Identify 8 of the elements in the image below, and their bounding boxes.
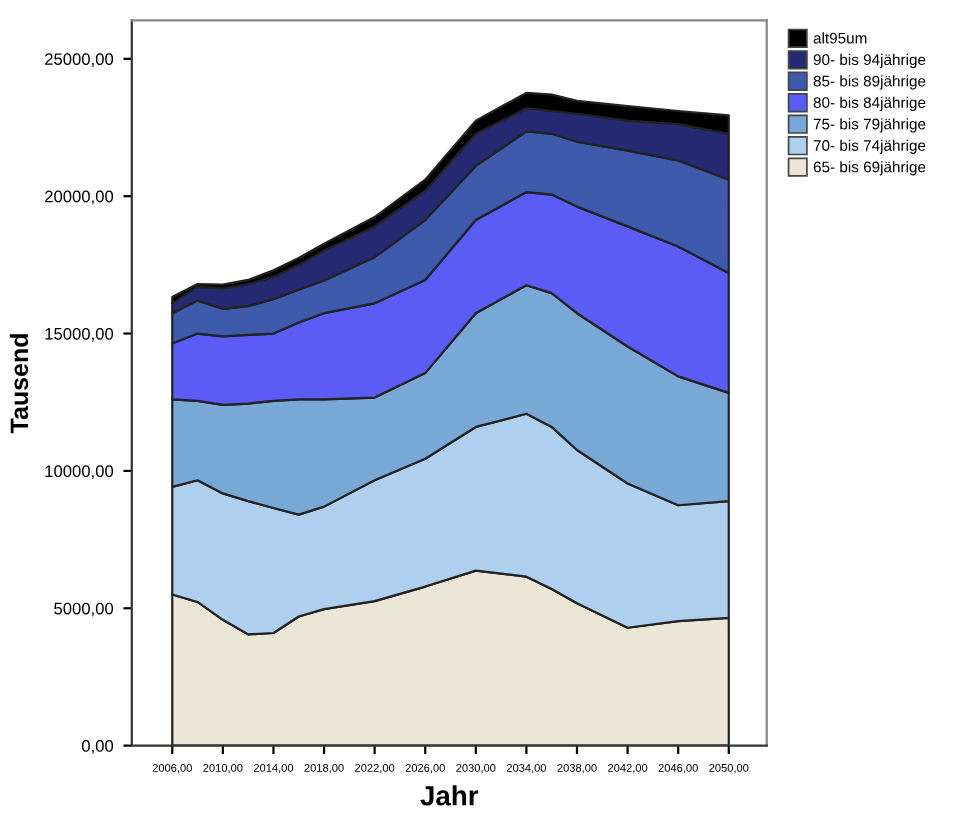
y-tick-label: 10000,00 — [45, 465, 114, 480]
y-tick-label: 0,00 — [81, 740, 114, 754]
y-tick-label: 25000,00 — [45, 53, 114, 67]
y-axis-title: Tausend — [9, 334, 29, 434]
y-tick-label: 5000,00 — [54, 602, 114, 617]
y-tick-label: 20000,00 — [45, 190, 114, 205]
x-axis-title: Jahr — [420, 785, 479, 806]
y-tick-label: 15000,00 — [45, 327, 114, 342]
